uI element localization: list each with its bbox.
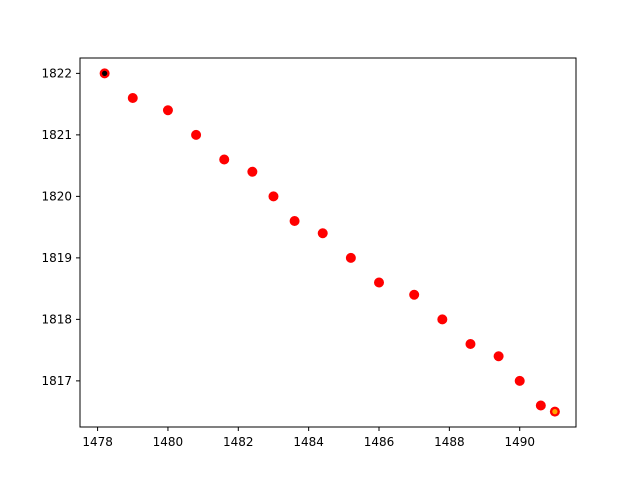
x-tick-label: 1482 xyxy=(223,435,254,449)
y-tick-label: 1820 xyxy=(41,189,72,203)
x-tick-label: 1486 xyxy=(364,435,395,449)
scatter-point xyxy=(127,92,138,103)
scatter-point xyxy=(437,314,448,325)
y-tick-label: 1822 xyxy=(41,66,72,80)
scatter-point xyxy=(514,375,525,386)
x-tick-label: 1478 xyxy=(82,435,113,449)
scatter-point xyxy=(345,252,356,263)
scatter-point xyxy=(493,351,504,362)
scatter-point xyxy=(374,277,385,288)
x-tick-label: 1488 xyxy=(434,435,465,449)
scatter-point xyxy=(268,191,279,202)
scatter-point xyxy=(162,105,173,116)
highlight-point xyxy=(102,70,108,76)
y-tick-label: 1821 xyxy=(41,128,72,142)
scatter-point xyxy=(317,228,328,239)
scatter-point xyxy=(191,129,202,140)
y-tick-label: 1819 xyxy=(41,251,72,265)
plot-frame xyxy=(79,57,577,428)
plot-area xyxy=(80,58,576,427)
scatter-point xyxy=(219,154,230,165)
highlight-point xyxy=(552,409,558,415)
data-points xyxy=(99,68,560,417)
scatter-point xyxy=(535,400,546,411)
y-tick-label: 1817 xyxy=(41,374,72,388)
x-axis: 1478 1480 1482 1484 1486 1488 1490 xyxy=(82,427,535,449)
scatter-point xyxy=(465,338,476,349)
scatter-point xyxy=(289,215,300,226)
scatter-point xyxy=(409,289,420,300)
y-tick-label: 1818 xyxy=(41,312,72,326)
x-tick-label: 1490 xyxy=(504,435,535,449)
scatter-point xyxy=(247,166,258,177)
x-tick-label: 1480 xyxy=(153,435,184,449)
y-axis: 1817 1818 1819 1820 1821 1822 xyxy=(41,66,80,388)
x-tick-label: 1484 xyxy=(293,435,324,449)
